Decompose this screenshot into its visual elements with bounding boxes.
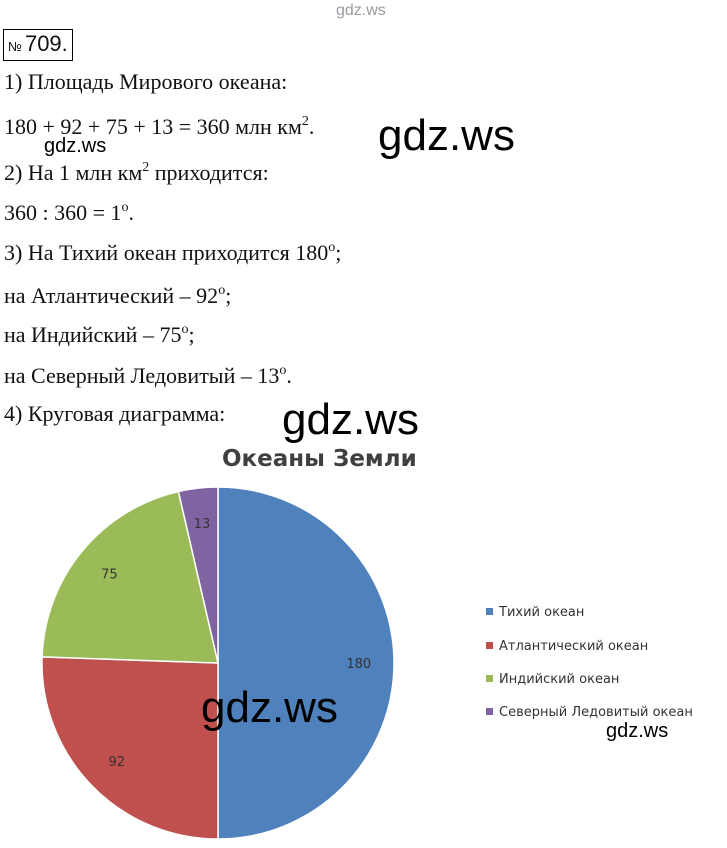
line-5-end: ; (335, 240, 342, 265)
pie-data-label-2: 92 (108, 755, 125, 770)
legend-label-2: Атлантический океан (499, 639, 649, 654)
line-8-sup: o (279, 363, 287, 378)
pie-slice-1 (217, 486, 395, 840)
legend-swatch-3 (486, 675, 493, 682)
pie-slice-2 (41, 656, 219, 840)
legend-swatch-1 (486, 608, 493, 615)
line-3-end: приходится: (149, 160, 269, 185)
line-5-text: 3) На Тихий океан приходится 180 (4, 240, 329, 265)
line-6-end: ; (225, 283, 232, 308)
legend-label-3: Индийский океан (499, 672, 620, 687)
line-6-text: на Атлантический – 92 (4, 283, 219, 308)
line-8: на Северный Ледовитый – 13o. (4, 363, 292, 389)
legend-item-1: Тихий океан (486, 605, 584, 620)
pie-slice-4 (177, 486, 219, 664)
line-7: на Индийский – 75o; (4, 322, 195, 348)
line-2: 180 + 92 + 75 + 13 = 360 млн км2. (4, 114, 314, 140)
line-9: 4) Круговая диаграмма: (4, 401, 226, 426)
legend-swatch-2 (486, 642, 493, 649)
watermark-3: gdz.ws (282, 395, 419, 444)
watermark-2: gdz.ws (378, 111, 515, 160)
line-2-sup: 2 (301, 114, 309, 129)
line-4: 360 : 360 = 1o. (4, 200, 134, 226)
watermark-top: gdz.ws (336, 2, 386, 19)
line-2-end: . (308, 114, 315, 139)
pie-data-label-3: 75 (101, 567, 118, 582)
watermark-4: gdz.ws (201, 683, 338, 732)
legend-label-1: Тихий океан (499, 605, 585, 620)
chart-title: Океаны Земли (222, 446, 417, 472)
line-4-end: . (128, 200, 135, 225)
line-8-end: . (286, 363, 292, 388)
task-number: 709. (24, 31, 68, 56)
legend-item-4: Северный Ледовитый океан (486, 705, 693, 720)
legend-item-2: Атлантический океан (486, 639, 648, 654)
task-number-box: № 709. (3, 29, 73, 61)
line-5: 3) На Тихий океан приходится 180o; (4, 240, 341, 266)
line-2-text: 180 + 92 + 75 + 13 = 360 млн км (4, 114, 302, 139)
line-4-text: 360 : 360 = 1 (4, 200, 122, 225)
line-3-sup: 2 (142, 160, 150, 175)
line-3-text: 2) На 1 млн км (4, 160, 143, 185)
line-3: 2) На 1 млн км2 приходится: (4, 160, 269, 186)
line-7-text: на Индийский – 75 (4, 322, 182, 347)
pie-data-label-4: 13 (194, 517, 211, 532)
line-1: 1) Площадь Мирового океана: (4, 69, 288, 94)
legend-swatch-4 (486, 708, 493, 715)
legend-item-3: Индийский океан (486, 672, 619, 687)
watermark-5: gdz.ws (606, 720, 669, 742)
line-6-sup: o (218, 283, 226, 298)
line-7-sup: o (181, 322, 189, 337)
line-4-sup: o (121, 200, 129, 215)
pie-slice-3 (41, 490, 219, 664)
line-6: на Атлантический – 92o; (4, 283, 231, 309)
legend-label-4: Северный Ледовитый океан (499, 705, 693, 720)
pie-data-label-1: 180 (346, 657, 371, 672)
line-8-text: на Северный Ледовитый – 13 (4, 363, 280, 388)
line-5-sup: o (328, 240, 336, 255)
line-7-end: ; (188, 322, 195, 347)
number-sign: № (8, 39, 22, 54)
watermark-1: gdz.ws (44, 135, 107, 157)
